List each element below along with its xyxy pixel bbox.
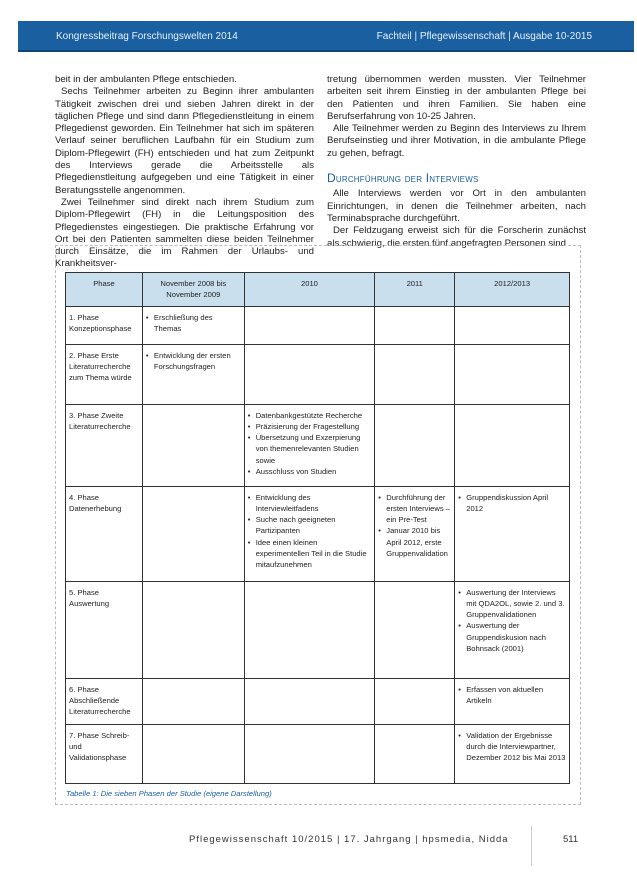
- table-cell: [374, 580, 456, 679]
- bullet-item: Gruppendiskussion April 2012: [458, 492, 566, 515]
- phase-cell: 3. Phase Zweite Literaturrecherche: [65, 403, 143, 487]
- table-header-row: Phase November 2008 bis November 2009 2010…: [65, 272, 570, 307]
- bullet-item: Erschließung des Themas: [146, 312, 241, 335]
- table-row: 1. Phase KonzeptionsphaseErschließung de…: [65, 305, 570, 345]
- paragraph: Alle Interviews werden vor Ort in den am…: [327, 188, 586, 224]
- table-cell: [243, 677, 376, 725]
- table-cell: [141, 403, 245, 487]
- left-column: beit in der ambulanten Pflege entschiede…: [55, 74, 314, 271]
- table-row: 7. Phase Schreib- und Validationsphase Va…: [65, 723, 570, 784]
- phase-cell: 6. Phase Abschließende Literaturrecherch…: [65, 677, 143, 725]
- paragraph: Der Feldzugang erweist sich für die Fors…: [327, 225, 586, 249]
- header-left: Kongressbeitrag Forschungswelten 2014: [56, 31, 238, 42]
- table-cell: [374, 343, 456, 405]
- running-header: Kongressbeitrag Forschungswelten 2014 Fa…: [18, 21, 634, 52]
- table-frame: [55, 245, 581, 805]
- table-cell: Entwicklung der ersten Forschungsfragen: [141, 343, 245, 405]
- column-header: 2012/2013: [454, 272, 570, 307]
- table-cell: [243, 580, 376, 679]
- table-row: 5. Phase Auswertung Auswertung der Interv…: [65, 580, 570, 679]
- paragraph: Alle Teilnehmer werden zu Beginn des Int…: [327, 123, 586, 159]
- table-cell: Erschließung des Themas: [141, 305, 245, 345]
- footer-text: Pflegewissenschaft 10/2015 | 17. Jahrgan…: [189, 834, 509, 845]
- table-cell: [141, 580, 245, 679]
- table-cell: [243, 305, 376, 345]
- column-header: 2011: [374, 272, 456, 307]
- bullet-item: Entwicklung der ersten Forschungsfragen: [146, 350, 241, 373]
- column-header: 2010: [243, 272, 376, 307]
- table-cell: [374, 403, 456, 487]
- table-cell: [141, 723, 245, 784]
- table-cell: [454, 403, 570, 487]
- phase-cell: 5. Phase Auswertung: [65, 580, 143, 679]
- bullet-item: Auswertung der Gruppendiskusion nach Boh…: [458, 620, 566, 654]
- table-cell: Datenbankgestützte RecherchePräzisierung…: [243, 403, 376, 487]
- paragraph: Sechs Teilnehmer arbeiten zu Beginn ihre…: [55, 86, 314, 196]
- phase-cell: 2. Phase Erste Literaturrecherche zum Th…: [65, 343, 143, 405]
- table-cell: Gruppendiskussion April 2012: [454, 485, 570, 582]
- bullet-item: Durchführung der ersten Interviews – ein…: [378, 492, 451, 526]
- table-cell: [243, 723, 376, 784]
- footer-divider: [531, 826, 532, 866]
- section-heading: Durchführung der Interviews: [327, 171, 479, 186]
- column-header: November 2008 bis November 2009: [141, 272, 245, 307]
- table-caption: Tabelle 1: Die sieben Phasen der Studie …: [66, 789, 272, 798]
- phases-table: Phase November 2008 bis November 2009 2010…: [65, 272, 570, 784]
- table-cell: [374, 677, 456, 725]
- table-cell: [243, 343, 376, 405]
- table-cell: Erfassen von aktuellen Artikeln: [454, 677, 570, 725]
- table-cell: [374, 305, 456, 345]
- phase-cell: 7. Phase Schreib- und Validationsphase: [65, 723, 143, 784]
- paragraph: Zwei Teilnehmer sind direkt nach ihrem S…: [55, 196, 314, 270]
- page-number: 511: [563, 834, 579, 845]
- column-header: Phase: [65, 272, 143, 307]
- phase-cell: 1. Phase Konzeptionsphase: [65, 305, 143, 345]
- paragraph: tretung übernommen werden mussten. Vier …: [327, 74, 586, 122]
- bullet-item: Erfassen von aktuellen Artikeln: [458, 684, 566, 707]
- table-cell: [374, 723, 456, 784]
- table-cell: Auswertung der Interviews mit QDA2OL, so…: [454, 580, 570, 679]
- header-right: Fachteil | Pflegewissenschaft | Ausgabe …: [376, 31, 592, 42]
- bullet-item: Übersetzung und Exzerpierung von themenr…: [248, 432, 372, 466]
- table-row: 2. Phase Erste Literaturrecherche zum Th…: [65, 343, 570, 405]
- paragraph: beit in der ambulanten Pflege entschiede…: [55, 74, 237, 85]
- table-row: 6. Phase Abschließende Literaturrecherch…: [65, 677, 570, 725]
- bullet-item: Ausschluss von Studien: [248, 466, 372, 478]
- table-cell: Validation der Ergebnisse durch die Inte…: [454, 723, 570, 784]
- bullet-item: Idee einen kleinen experimentellen Teil …: [248, 537, 372, 571]
- table-cell: Entwicklung des InterviewleitfadensSuche…: [243, 485, 376, 582]
- phase-cell: 4. Phase Datenerhebung: [65, 485, 143, 582]
- bullet-item: Suche nach geeigneten Partizipanten: [248, 514, 372, 537]
- table-cell: [141, 485, 245, 582]
- bullet-item: Entwicklung des Interviewleitfadens: [248, 492, 372, 515]
- table-row: 3. Phase Zweite Literaturrecherche Datenb…: [65, 403, 570, 487]
- bullet-item: Auswertung der Interviews mit QDA2OL, so…: [458, 587, 566, 621]
- bullet-item: Präzisierung der Fragestellung: [248, 421, 372, 433]
- bullet-item: Datenbankgestützte Recherche: [248, 410, 372, 422]
- bullet-item: Januar 2010 bis April 2012, erste Gruppe…: [378, 525, 451, 559]
- table-row: 4. Phase Datenerhebung Entwicklung des In…: [65, 485, 570, 582]
- bullet-item: Validation der Ergebnisse durch die Inte…: [458, 730, 566, 764]
- table-cell: [454, 343, 570, 405]
- table-cell: [454, 305, 570, 345]
- table-cell: [141, 677, 245, 725]
- right-column: tretung übernommen werden mussten. Vier …: [327, 74, 586, 250]
- table-cell: Durchführung der ersten Interviews – ein…: [374, 485, 456, 582]
